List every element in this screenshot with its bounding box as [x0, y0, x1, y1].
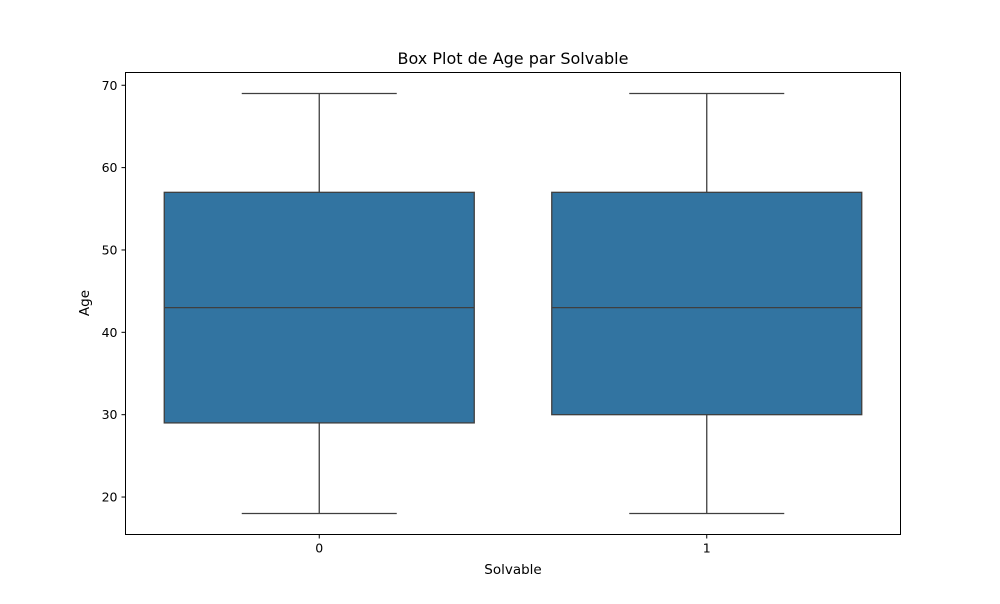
box-group-1 — [551, 92, 863, 515]
iqr-box — [551, 191, 863, 416]
x-tick-label: 1 — [703, 541, 711, 556]
y-tick-label: 30 — [102, 407, 118, 422]
y-tick-label: 20 — [102, 490, 118, 505]
y-tick-label: 40 — [102, 325, 118, 340]
chart-title: Box Plot de Age par Solvable — [398, 49, 629, 68]
box-group-0 — [163, 92, 475, 515]
y-axis-label: Age — [77, 290, 93, 316]
plot-frame — [125, 72, 901, 535]
y-tick-label: 50 — [102, 242, 118, 257]
y-axis: 20 30 40 50 60 70 — [102, 78, 126, 505]
y-tick-label: 70 — [102, 78, 118, 93]
x-tick-label: 0 — [315, 541, 323, 556]
plot-area — [163, 92, 863, 515]
x-axis-label: Solvable — [484, 562, 541, 578]
y-tick-label: 60 — [102, 160, 118, 175]
